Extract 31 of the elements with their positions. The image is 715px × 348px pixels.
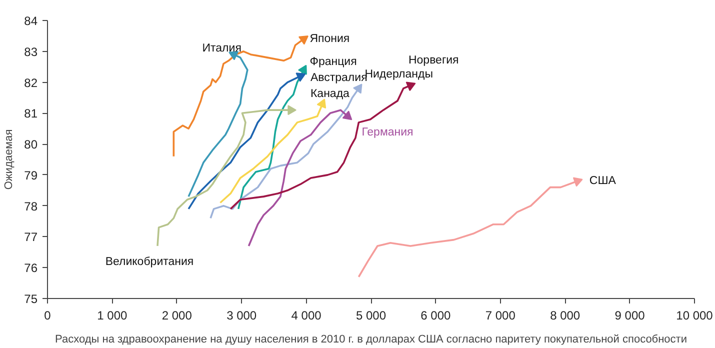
series-label: Норвегия	[408, 54, 459, 66]
x-tick-label: 6 000	[420, 308, 452, 322]
x-tick-label: 8 000	[550, 308, 580, 322]
y-axis-title: Ожидаемая	[3, 129, 16, 190]
x-tick-label: 3 000	[226, 308, 257, 322]
y-tick-label: 84	[24, 14, 38, 28]
series-label: Великобритания	[105, 256, 194, 268]
series-label: Германия	[362, 126, 414, 138]
x-tick-label: 7 000	[485, 308, 516, 322]
y-tick-label: 78	[24, 199, 38, 214]
x-tick-label: 5 000	[356, 308, 386, 322]
x-tick-label: 1 000	[97, 308, 128, 322]
series-label: Франция	[310, 56, 357, 68]
series-label: Япония	[310, 33, 350, 46]
y-tick-label: 77	[24, 230, 38, 244]
x-tick-label: 0	[44, 308, 52, 322]
x-tick-label: 2 000	[162, 308, 192, 322]
x-tick-label: 4 000	[291, 308, 322, 322]
x-tick-label: 10 000	[676, 308, 714, 322]
y-tick-label: 81	[24, 106, 38, 121]
x-tick-label: 9 000	[614, 308, 646, 322]
x-axis-title: Расходы на здравоохранение на душу населения в 2010 г. в долларах США согласно паритету покупательной способности	[55, 334, 687, 346]
y-tick-label: 82	[24, 76, 38, 90]
y-tick-label: 80	[24, 138, 38, 152]
series-label: Италия	[202, 42, 242, 54]
series-label: Канада	[310, 88, 350, 100]
y-tick-label: 79	[24, 168, 38, 182]
y-tick-label: 83	[24, 44, 38, 59]
y-tick-label: 75	[24, 292, 38, 306]
series-label: США	[589, 175, 616, 188]
y-tick-label: 76	[24, 261, 38, 276]
